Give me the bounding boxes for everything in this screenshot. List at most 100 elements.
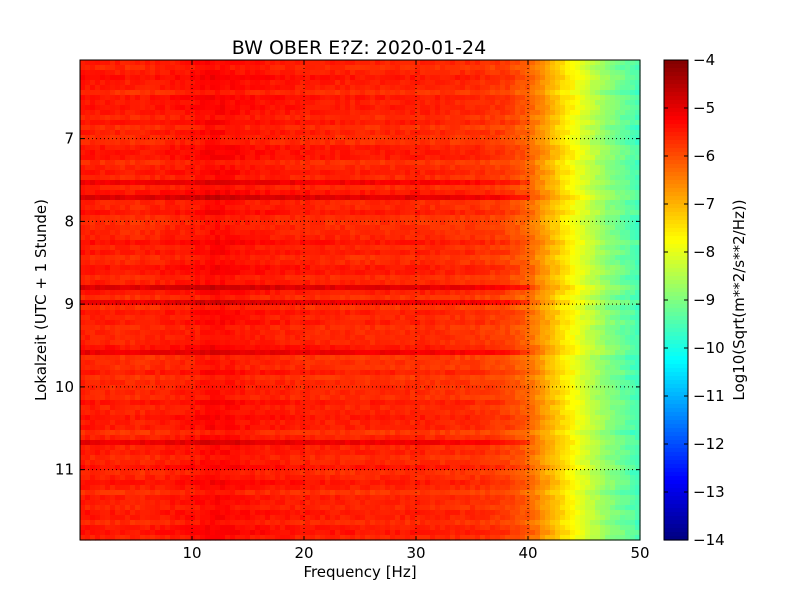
heatmap-cell <box>485 85 491 91</box>
heatmap-cell <box>370 185 376 191</box>
heatmap-cell <box>630 260 636 266</box>
heatmap-cell <box>385 175 391 181</box>
heatmap-cell <box>190 100 196 106</box>
heatmap-cell <box>565 215 571 221</box>
heatmap-cell <box>130 255 136 261</box>
heatmap-cell <box>630 70 636 76</box>
heatmap-cell <box>545 155 551 161</box>
heatmap-cell <box>335 230 341 236</box>
heatmap-cell <box>360 245 366 251</box>
heatmap-cell <box>285 60 291 66</box>
heatmap-cell <box>85 205 91 211</box>
heatmap-cell <box>225 135 231 141</box>
heatmap-cell <box>290 240 296 246</box>
heatmap-cell <box>380 110 386 116</box>
heatmap-cell <box>400 265 406 271</box>
heatmap-cell <box>90 70 96 76</box>
heatmap-cell <box>220 265 226 271</box>
heatmap-cell <box>85 130 91 136</box>
heatmap-cell <box>160 240 166 246</box>
heatmap-cell <box>495 240 501 246</box>
heatmap-cell <box>115 75 121 81</box>
heatmap-cell <box>170 130 176 136</box>
heatmap-cell <box>625 195 631 201</box>
heatmap-cell <box>405 115 411 121</box>
heatmap-cell <box>590 275 596 281</box>
heatmap-cell <box>535 170 541 176</box>
heatmap-cell <box>315 255 321 261</box>
heatmap-cell <box>400 135 406 141</box>
heatmap-cell <box>290 185 296 191</box>
heatmap-cell <box>335 275 341 281</box>
heatmap-cell <box>255 190 261 196</box>
heatmap-cell <box>575 235 581 241</box>
heatmap-cell <box>510 180 516 186</box>
heatmap-cell <box>635 75 641 81</box>
heatmap-cell <box>285 75 291 81</box>
heatmap-cell <box>210 95 216 101</box>
heatmap-cell <box>335 280 341 286</box>
heatmap-cell <box>540 80 546 86</box>
heatmap-cell <box>295 110 301 116</box>
heatmap-cell <box>600 95 606 101</box>
heatmap-cell <box>620 200 626 206</box>
heatmap-cell <box>315 115 321 121</box>
heatmap-cell <box>565 80 571 86</box>
heatmap-cell <box>500 85 506 91</box>
heatmap-cell <box>225 140 231 146</box>
heatmap-cell <box>345 180 351 186</box>
heatmap-cell <box>550 245 556 251</box>
heatmap-cell <box>335 125 341 131</box>
heatmap-cell <box>570 220 576 226</box>
heatmap-cell <box>575 270 581 276</box>
heatmap-cell <box>235 270 241 276</box>
heatmap-cell <box>160 130 166 136</box>
heatmap-cell <box>445 135 451 141</box>
heatmap-cell <box>100 105 106 111</box>
heatmap-cell <box>145 150 151 156</box>
heatmap-cell <box>220 80 226 86</box>
heatmap-cell <box>485 205 491 211</box>
heatmap-cell <box>90 250 96 256</box>
heatmap-cell <box>380 265 386 271</box>
heatmap-cell <box>410 135 416 141</box>
heatmap-cell <box>265 125 271 131</box>
heatmap-cell <box>430 265 436 271</box>
heatmap-cell <box>410 270 416 276</box>
heatmap-cell <box>235 140 241 146</box>
heatmap-cell <box>595 95 601 101</box>
heatmap-cell <box>150 65 156 71</box>
heatmap-cell <box>520 115 526 121</box>
heatmap-cell <box>590 245 596 251</box>
heatmap-cell <box>430 165 436 171</box>
heatmap-cell <box>225 195 231 201</box>
heatmap-cell <box>365 210 371 216</box>
heatmap-cell <box>165 245 171 251</box>
heatmap-cell <box>300 125 306 131</box>
heatmap-cell <box>300 110 306 116</box>
heatmap-cell <box>185 200 191 206</box>
heatmap-cell <box>125 60 131 66</box>
heatmap-cell <box>175 170 181 176</box>
heatmap-cell <box>330 80 336 86</box>
heatmap-cell <box>555 65 561 71</box>
heatmap-cell <box>380 275 386 281</box>
heatmap-cell <box>280 165 286 171</box>
heatmap-cell <box>590 250 596 256</box>
heatmap-cell <box>600 70 606 76</box>
heatmap-cell <box>630 120 636 126</box>
heatmap-cell <box>575 225 581 231</box>
heatmap-cell <box>550 60 556 66</box>
heatmap-cell <box>560 120 566 126</box>
heatmap-cell <box>600 100 606 106</box>
heatmap-cell <box>165 220 171 226</box>
heatmap-cell <box>535 135 541 141</box>
heatmap-cell <box>400 210 406 216</box>
heatmap-cell <box>235 160 241 166</box>
heatmap-cell <box>110 100 116 106</box>
heatmap-cell <box>380 175 386 181</box>
heatmap-cell <box>350 155 356 161</box>
heatmap-cell <box>110 195 116 201</box>
heatmap-cell <box>150 210 156 216</box>
heatmap-cell <box>480 65 486 71</box>
